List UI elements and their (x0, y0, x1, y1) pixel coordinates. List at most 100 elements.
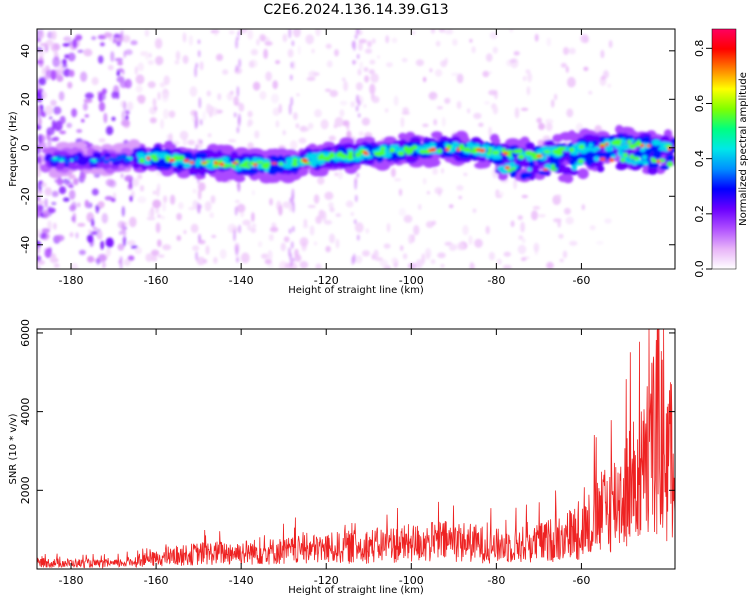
noise-cell (110, 197, 116, 203)
colorbar-tick-label: 0.0 (693, 260, 706, 278)
colorbar-ticks: 0.0 0.2 0.4 0.6 0.8 (693, 40, 712, 278)
noise-cell (124, 109, 130, 115)
ridge-cell (623, 152, 628, 158)
streak-cell (292, 257, 296, 262)
noise-cell (222, 69, 229, 75)
noise-cell (379, 259, 388, 267)
noise-cell (488, 126, 492, 137)
noise-cell (149, 117, 157, 124)
noise-cell (434, 187, 444, 195)
noise-cell (37, 255, 42, 262)
noise-cell (522, 75, 527, 82)
noise-cell (163, 108, 169, 120)
noise-cell (124, 49, 133, 56)
ridge-cell (326, 158, 331, 162)
streak-cell (356, 29, 360, 35)
noise-cell (440, 60, 447, 68)
ridge-cell (615, 124, 624, 134)
noise-cell (608, 40, 613, 49)
noise-cell (422, 123, 429, 128)
noise-cell (154, 38, 163, 49)
noise-cell (91, 188, 99, 196)
noise-cell (456, 73, 464, 84)
noise-cell (99, 42, 105, 47)
streak-cell (356, 172, 360, 178)
noise-cell (425, 221, 434, 228)
noise-cell (111, 116, 116, 121)
noise-cell (98, 138, 106, 143)
noise-cell (531, 210, 538, 221)
noise-cell (103, 112, 108, 124)
noise-cell (163, 75, 170, 86)
noise-cell (81, 118, 85, 123)
ridge-cell (504, 165, 510, 170)
noise-cell (334, 117, 344, 127)
noise-cell (121, 206, 125, 217)
noise-cell (188, 35, 193, 46)
streak-cell (290, 61, 294, 69)
noise-cell (86, 234, 94, 243)
y-tick-label: 40 (19, 44, 32, 58)
colorbar-gradient (711, 28, 737, 270)
ridge-cell (671, 138, 675, 144)
ridge-cell (329, 152, 335, 156)
ridge-cell (310, 161, 317, 167)
streak-cell (238, 224, 242, 234)
noise-cell (37, 30, 45, 39)
noise-cell (182, 55, 189, 64)
noise-cell (337, 171, 343, 180)
ridge-cell (552, 146, 558, 150)
noise-cell (129, 178, 133, 189)
noise-cell (496, 194, 503, 199)
noise-cell (472, 208, 477, 213)
noise-cell (492, 105, 498, 115)
noise-cell (53, 222, 57, 230)
noise-cell (604, 218, 612, 224)
x-tick-label: -80 (487, 574, 505, 587)
noise-cell (339, 109, 345, 117)
noise-cell (228, 139, 237, 143)
noise-cell (538, 214, 546, 218)
noise-cell (384, 108, 389, 113)
noise-cell (384, 266, 389, 269)
colorbar-tick-label: 0.4 (693, 150, 706, 168)
noise-cell (295, 123, 300, 129)
noise-cell (144, 29, 150, 37)
ridge-cell (256, 160, 264, 164)
noise-cell (520, 257, 527, 262)
noise-cell (160, 215, 165, 220)
noise-cell (325, 43, 332, 49)
noise-cell (135, 85, 143, 93)
y-tick-label: -40 (19, 236, 32, 254)
noise-cell (317, 176, 325, 185)
y-tick-label: 0 (19, 144, 32, 151)
streak-cell (198, 97, 202, 109)
ridge-cell (466, 141, 474, 148)
noise-cell (75, 34, 83, 41)
noise-cell (129, 195, 133, 202)
noise-cell (545, 122, 553, 131)
noise-cell (168, 110, 176, 118)
noise-cell (411, 31, 416, 35)
ridge-cell (610, 154, 617, 159)
noise-cell (192, 188, 197, 194)
streak-cell (235, 244, 239, 256)
ridge-cell (68, 164, 79, 170)
noise-cell (77, 49, 84, 53)
ridge-cell (461, 153, 472, 159)
noise-cell (53, 106, 62, 115)
noise-cell (81, 173, 86, 180)
noise-cell (97, 55, 104, 64)
ridge-cell (633, 152, 641, 158)
noise-cell (98, 92, 103, 103)
ridge-cell (389, 147, 395, 153)
noise-cell (335, 213, 342, 218)
streak-cell (288, 103, 292, 116)
streak-cell (123, 100, 127, 111)
noise-cell (391, 37, 398, 44)
noise-cell (80, 71, 88, 82)
noise-cell (432, 167, 438, 175)
noise-cell (315, 215, 323, 224)
noise-cell (137, 94, 146, 103)
noise-cell (50, 99, 57, 107)
